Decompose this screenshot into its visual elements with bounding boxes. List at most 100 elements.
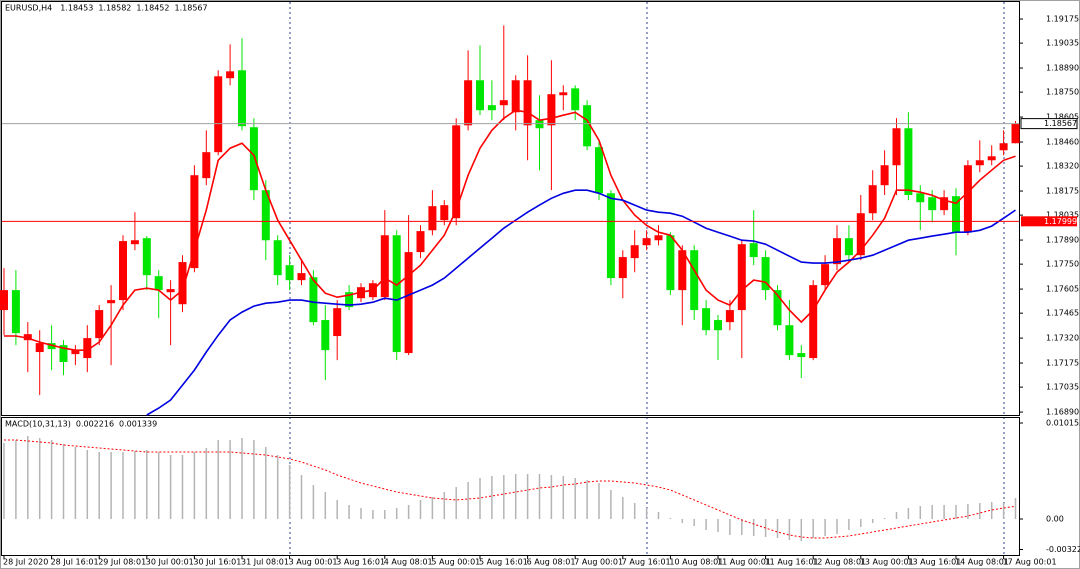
candle-body	[71, 350, 80, 355]
candle-body	[868, 185, 877, 214]
y-tick-label: 1.17175	[1046, 359, 1079, 368]
candle-body	[987, 156, 996, 161]
x-tick-label: 12 Aug 08:01	[812, 558, 866, 567]
x-tick-label: 17 Aug 00:01	[1003, 558, 1057, 567]
price-panel-frame	[1, 1, 1020, 416]
candle-body	[785, 325, 794, 356]
candle-body	[404, 252, 413, 354]
candle-body	[606, 193, 615, 279]
x-tick-label: 30 Jul 16:01	[193, 558, 241, 567]
candle-body	[452, 125, 461, 219]
header-text: 1.18567	[175, 4, 208, 13]
x-tick-label: 14 Aug 08:01	[955, 558, 1009, 567]
candle-body	[380, 235, 389, 298]
candle-body	[809, 285, 818, 359]
candle-body	[690, 250, 699, 311]
x-tick-label: 11 Aug 16:01	[765, 558, 819, 567]
candle-body	[321, 320, 330, 351]
candle-body	[59, 345, 68, 363]
candle-body	[107, 300, 116, 304]
y-tick-label: -0.003225	[1046, 545, 1080, 554]
candle-body	[797, 353, 806, 358]
candle-body	[440, 205, 449, 221]
candle-body	[999, 143, 1008, 151]
candle-body	[285, 265, 294, 281]
header-text: 1.18453	[60, 4, 93, 13]
x-tick-label: 28 Jul 2020	[3, 558, 48, 567]
candle-body	[880, 165, 889, 186]
candle-body	[714, 320, 722, 331]
candle-body	[238, 70, 246, 127]
candle-body	[844, 238, 853, 256]
signal-line	[4, 439, 1016, 539]
y-tick-label: 1.19035	[1046, 39, 1079, 48]
candle-body	[202, 152, 211, 179]
candle-body	[83, 338, 92, 359]
candle-body	[535, 120, 544, 129]
indicator-title: MACD(10,31,13)	[5, 420, 71, 429]
candle-body	[23, 334, 32, 341]
moving-average-line	[146, 189, 1016, 416]
x-tick-label: 6 Aug 08:01	[527, 558, 576, 567]
y-tick-label: 1.16890	[1046, 408, 1079, 417]
x-tick-label: 13 Aug 00:01	[860, 558, 914, 567]
y-tick-label: 1.17605	[1046, 285, 1079, 294]
x-tick-label: 30 Jul 00:01	[146, 558, 194, 567]
candle-body	[618, 257, 627, 279]
x-tick-label: 28 Jul 16:01	[51, 558, 99, 567]
level-label-box	[1021, 216, 1077, 227]
candle-body	[821, 264, 830, 286]
candle-body	[952, 196, 960, 233]
y-tick-label: 1.18320	[1046, 162, 1079, 171]
chart-title: EURUSD,H4	[5, 4, 52, 13]
candle-body	[297, 273, 306, 281]
candle-body	[35, 343, 44, 353]
x-tick-label: 7 Aug 16:01	[622, 558, 671, 567]
y-tick-label: 1.17320	[1046, 334, 1079, 343]
x-tick-label: 13 Aug 16:01	[907, 558, 961, 567]
price-label: 1.18567	[1044, 119, 1077, 128]
candle-body	[345, 292, 354, 308]
candle-body	[249, 127, 258, 191]
candle-body	[642, 238, 651, 246]
candle-body	[273, 240, 282, 276]
candle-body	[142, 238, 151, 276]
candle-body	[523, 80, 532, 126]
candle-body	[571, 88, 580, 111]
candle-body	[916, 193, 925, 203]
y-tick-label: 1.17890	[1046, 236, 1079, 245]
candle-body	[11, 290, 20, 334]
candle-body	[702, 308, 711, 331]
candle-body	[178, 262, 187, 305]
candle-body	[47, 343, 56, 350]
y-tick-label: 1.18605	[1046, 113, 1079, 122]
candle-body	[928, 197, 937, 211]
candle-body	[737, 244, 746, 311]
y-tick-label: 1.18175	[1046, 187, 1079, 196]
header-text: 1.18452	[136, 4, 169, 13]
candle-body	[892, 128, 901, 166]
y-tick-label: 1.18460	[1046, 138, 1079, 147]
candle-body	[476, 80, 484, 111]
header-text: 0.001339	[119, 420, 157, 429]
candle-body	[154, 276, 163, 291]
y-tick-label: 1.17750	[1046, 260, 1079, 269]
candle-body	[261, 190, 270, 241]
candle-body	[428, 206, 437, 231]
candle-body	[761, 257, 770, 291]
candle-body	[833, 238, 841, 265]
level-label: 1.17999	[1044, 217, 1077, 226]
y-tick-label: 1.18750	[1046, 88, 1079, 97]
y-tick-label: 1.17465	[1046, 309, 1079, 318]
candle-body	[583, 105, 592, 147]
candle-body	[940, 197, 949, 211]
candle-body	[963, 165, 972, 233]
candle-body	[725, 310, 734, 323]
x-tick-label: 11 Aug 00:01	[717, 558, 771, 567]
candle-body	[595, 147, 603, 194]
header-text: 0.002216	[76, 420, 114, 429]
x-tick-label: 7 Aug 00:01	[574, 558, 623, 567]
candle-body	[547, 94, 556, 126]
candle-body	[1011, 123, 1020, 144]
